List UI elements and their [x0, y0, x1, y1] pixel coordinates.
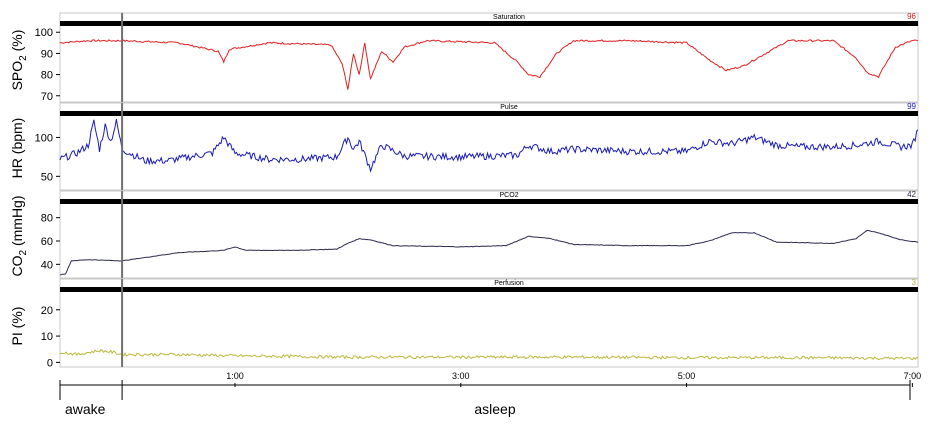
panel-title-perfusion: Perfusion: [494, 280, 524, 287]
y-tick-label: 80: [41, 213, 53, 225]
y-tick-label: 40: [41, 259, 53, 271]
y-tick-label: 20: [41, 305, 53, 317]
y-tick-label: 100: [35, 132, 53, 144]
y-tick-label: 80: [41, 70, 53, 82]
panel-header-bar-perfusion: [60, 287, 918, 292]
y-tick-label: 90: [41, 48, 53, 60]
panel-header-bar-pco2: [60, 199, 918, 204]
y-tick-label: 50: [41, 171, 53, 183]
y-tick-label: 60: [41, 236, 53, 248]
y-tick-label: 0: [47, 357, 53, 369]
series-line-saturation: [59, 39, 919, 90]
current-value-saturation: 96: [907, 12, 916, 21]
y-tick-label: 70: [41, 91, 53, 103]
panel-frame-perfusion: [59, 278, 919, 368]
panel-title-pulse: Pulse: [500, 104, 518, 111]
x-tick-label: 3:00: [452, 371, 470, 381]
series-line-perfusion: [59, 348, 919, 361]
x-tick-label: 5:00: [678, 371, 696, 381]
phase-label-asleep: asleep: [474, 401, 515, 417]
panel-title-saturation: Saturation: [493, 14, 525, 21]
panel-frame-pco2: [59, 190, 919, 279]
x-tick-label: 1:00: [226, 371, 244, 381]
phase-label-awake: awake: [65, 401, 106, 417]
y-axis-label-pulse: HR (bpm): [9, 118, 25, 179]
y-axis-label-saturation: SPO2 (%): [9, 30, 29, 91]
panel-frame-pulse: [59, 102, 919, 191]
panel-header-bar-saturation: [60, 21, 918, 26]
panel-header-bar-pulse: [60, 111, 918, 116]
panel-frame-saturation: [59, 12, 919, 103]
panel-title-pco2: PCO2: [499, 192, 518, 199]
y-tick-label: 10: [41, 331, 53, 343]
y-axis-label-perfusion: PI (%): [9, 307, 25, 346]
series-line-pco2: [59, 229, 919, 276]
current-value-pulse: 99: [907, 102, 916, 111]
current-value-pco2: 42: [907, 190, 916, 199]
y-axis-label-pco2: CO2 (mmHg): [9, 196, 29, 277]
x-tick-label: 7:00: [904, 371, 922, 381]
current-value-perfusion: 3: [912, 278, 917, 287]
series-line-pulse: [59, 119, 919, 173]
y-tick-label: 100: [35, 27, 53, 39]
